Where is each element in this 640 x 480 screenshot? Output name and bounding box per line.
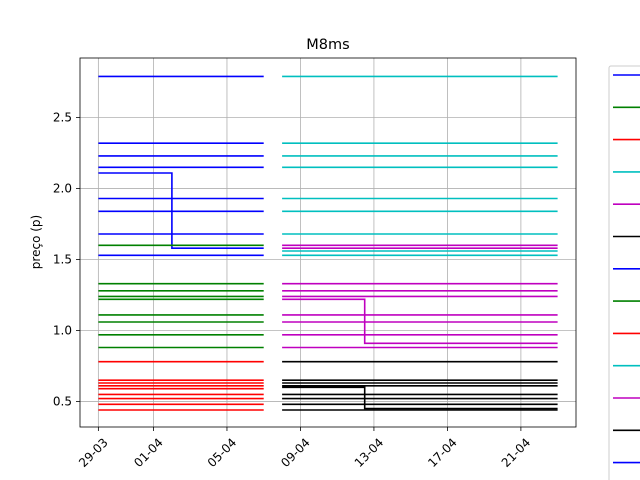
- x-tick-label: 05-04: [205, 435, 240, 470]
- y-tick-label: 2.5: [53, 111, 72, 125]
- grid: [80, 58, 576, 427]
- y-axis-label: preço (p): [29, 215, 43, 269]
- legend-frame: [608, 65, 640, 480]
- x-tick-label: 17-04: [425, 435, 460, 470]
- chart-title: M8ms: [306, 37, 349, 53]
- y-tick-label: 1.0: [53, 323, 72, 337]
- y-tick-label: 1.5: [53, 253, 72, 267]
- legend: [608, 65, 640, 480]
- x-tick-label: 09-04: [278, 435, 313, 470]
- axes: [79, 57, 577, 428]
- series-lines: [98, 75, 558, 411]
- x-tick-label: 01-04: [131, 435, 166, 470]
- y-axis-ticks: 0.5 1.0 1.5 2.0 2.5: [53, 111, 80, 408]
- x-tick-label: 13-04: [352, 435, 387, 470]
- y-tick-label: 2.0: [53, 182, 72, 196]
- y-tick-label: 0.5: [53, 394, 72, 408]
- plot-frame: [79, 57, 577, 428]
- x-axis-ticks: 29-03 01-04 05-04 09-04 13-04 17-04 21-04: [76, 427, 533, 470]
- x-tick-label: 29-03: [76, 435, 111, 470]
- x-tick-label: 21-04: [499, 435, 534, 470]
